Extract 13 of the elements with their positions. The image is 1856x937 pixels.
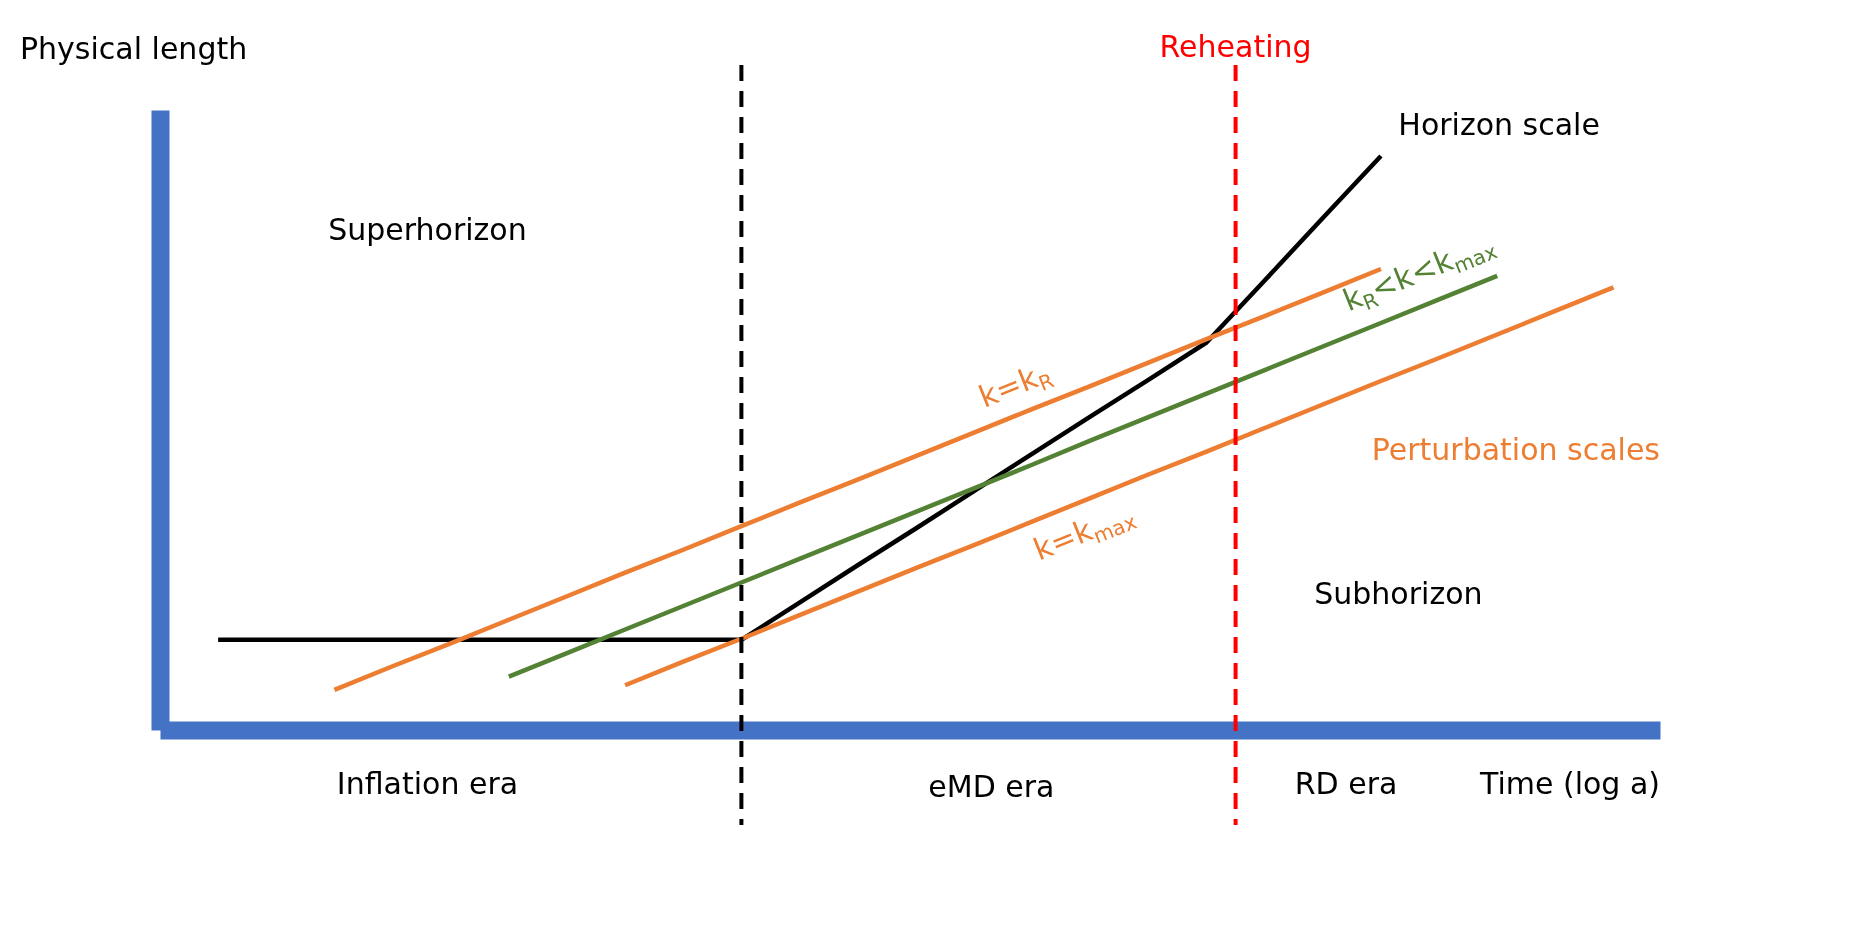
annotation: Superhorizon xyxy=(328,212,527,248)
annotation: Subhorizon xyxy=(1314,575,1483,611)
text: Reheating xyxy=(1159,29,1312,64)
text: eMD era xyxy=(928,769,1055,804)
text: k=kR xyxy=(973,359,1058,415)
text: kR<k<kmax xyxy=(1337,239,1501,318)
text: k=kmax xyxy=(1028,509,1141,568)
y-axis-title: Physical length xyxy=(20,31,248,66)
annotation: Perturbation scales xyxy=(1371,432,1660,467)
series-label: Horizon scale xyxy=(1398,106,1600,142)
x-axis-title: Time (log a) xyxy=(1478,766,1660,801)
text: RD era xyxy=(1294,766,1398,801)
text: Inflation era xyxy=(336,766,519,801)
